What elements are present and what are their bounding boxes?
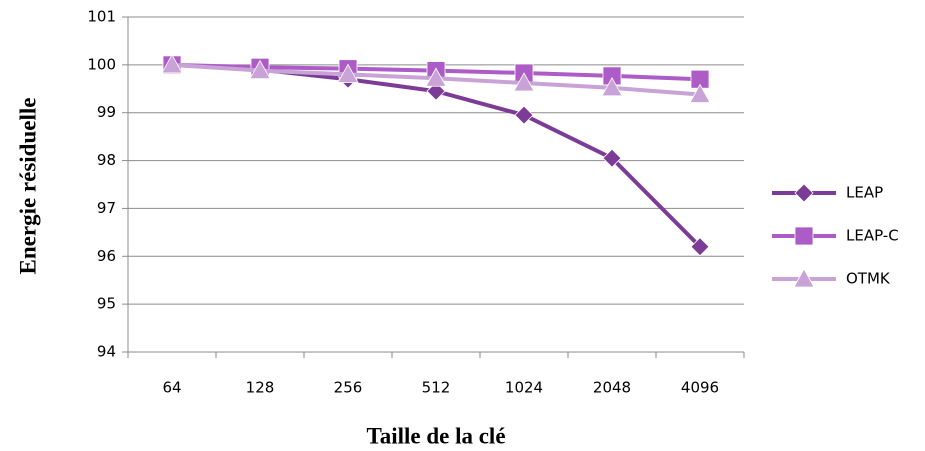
marker	[689, 83, 711, 103]
legend-label: LEAP	[846, 184, 883, 202]
y-tick-label: 99	[97, 103, 116, 121]
legend-marker	[793, 268, 815, 288]
x-tick-label: 128	[246, 379, 275, 397]
y-tick-label: 98	[97, 151, 116, 169]
y-tick-label: 95	[97, 295, 116, 313]
x-tick-label: 1024	[505, 379, 543, 397]
x-tick-label: 4096	[681, 379, 719, 397]
y-tick-label: 94	[97, 343, 116, 361]
legend-label: LEAP-C	[846, 227, 899, 245]
marker	[601, 77, 623, 97]
x-tick-label: 256	[334, 379, 363, 397]
legend-marker	[794, 183, 814, 203]
marker	[161, 54, 183, 74]
y-tick-label: 101	[87, 8, 116, 26]
marker	[426, 81, 446, 101]
y-tick-label: 100	[87, 55, 116, 73]
y-axis-title: Energie résiduelle	[15, 98, 40, 275]
legend-marker	[794, 226, 814, 246]
marker	[602, 148, 622, 168]
y-tick-label: 96	[97, 247, 116, 265]
x-axis-title: Taille de la clé	[366, 423, 505, 448]
marker	[690, 237, 710, 257]
marker	[337, 63, 359, 83]
marker	[513, 72, 535, 92]
x-tick-label: 64	[162, 379, 181, 397]
legend-label: OTMK	[846, 270, 891, 288]
marker	[425, 67, 447, 87]
x-tick-label: 2048	[593, 379, 631, 397]
x-tick-label: 512	[422, 379, 451, 397]
marker	[249, 59, 271, 79]
marker	[514, 105, 534, 125]
y-tick-label: 97	[97, 199, 116, 217]
